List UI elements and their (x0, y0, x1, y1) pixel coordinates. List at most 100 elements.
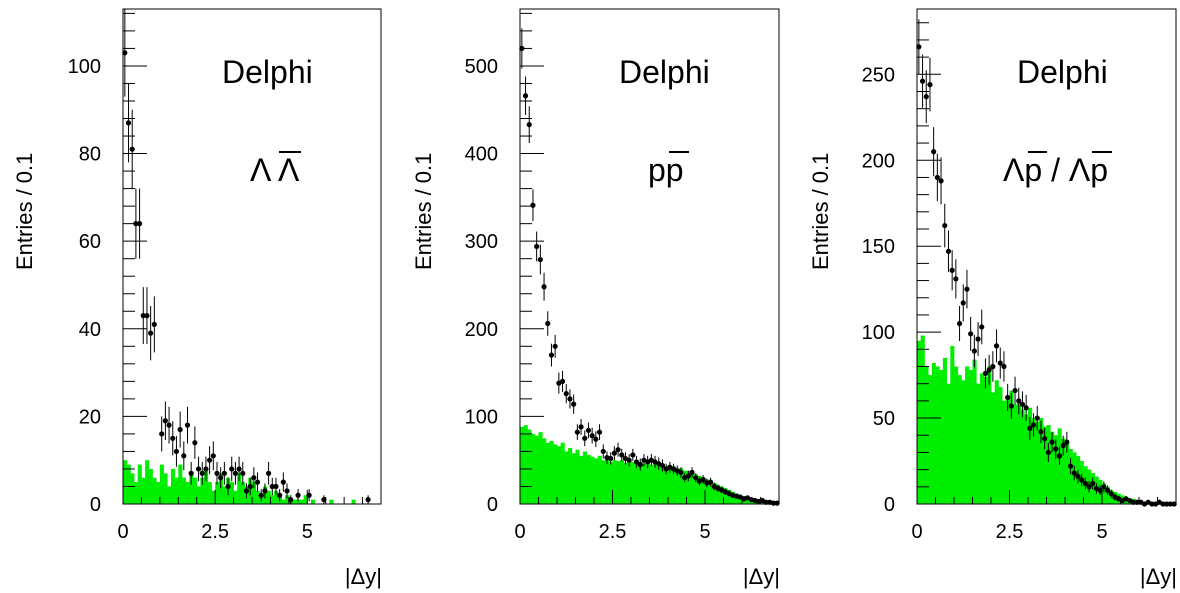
mc-hist-bar (738, 495, 743, 504)
data-point (956, 320, 963, 327)
data-point (1001, 363, 1007, 370)
data-point (1008, 403, 1014, 409)
mc-hist-bar (152, 477, 157, 504)
data-point (949, 267, 955, 273)
data-point (964, 286, 970, 292)
mc-hist-bar (942, 357, 947, 504)
data-point (971, 348, 977, 354)
y-tick-label: 500 (465, 56, 498, 78)
mc-hist-bar (534, 435, 539, 504)
mc-hist-bar (1024, 414, 1029, 505)
y-tick-label: 150 (862, 236, 895, 258)
mc-hist-bar (130, 473, 135, 504)
data-point (188, 470, 194, 476)
mc-hist-bar (222, 486, 227, 504)
data-point (1030, 422, 1037, 428)
mc-hist-bar (660, 464, 665, 504)
data-point (125, 120, 132, 126)
data-point (574, 429, 580, 435)
data-point (144, 313, 150, 319)
mc-hist-bar (1068, 449, 1073, 504)
data-point (173, 448, 180, 455)
mc-hist-bar (178, 464, 183, 504)
mc-hist-bar (979, 373, 984, 505)
mc-hist-bar (233, 490, 238, 504)
data-point (229, 466, 235, 472)
data-point (207, 457, 213, 463)
data-point (975, 336, 981, 342)
mc-hist-bar (167, 486, 172, 504)
mc-hist-bar (1031, 418, 1036, 504)
data-point (273, 483, 279, 490)
data-point (151, 321, 157, 327)
data-point (1067, 463, 1074, 469)
data-point (210, 453, 216, 459)
data-point (181, 453, 187, 459)
mc-hist-bar (649, 464, 654, 504)
data-point (689, 469, 695, 476)
data-point (1079, 477, 1085, 483)
x-tick-label: 5 (1096, 521, 1107, 543)
x-tick-label: 2.5 (996, 521, 1024, 543)
mc-hist-bar (682, 470, 687, 504)
data-point (203, 466, 209, 472)
data-point (582, 435, 588, 441)
panel-lambda-lambdabar-label-first: Λ (250, 152, 272, 188)
y-tick-label: 0 (90, 494, 101, 516)
data-point (221, 470, 227, 476)
mc-hist-bar (590, 456, 595, 504)
data-point (997, 360, 1003, 366)
data-point (637, 461, 643, 468)
mc-hist-bar (697, 475, 702, 504)
panel-lambda-lambdabar-label-second: Λ (278, 152, 300, 188)
y-tick-label: 0 (884, 494, 895, 516)
mc-hist-bar (156, 482, 161, 504)
mc-hist-bar (1005, 397, 1010, 504)
mc-hist-bar (972, 359, 977, 505)
mc-hist-bar (664, 466, 669, 504)
panel-p-pbar-ticks: 0 100 200 300 400 500 0 2.5 5 (465, 12, 780, 543)
data-point (693, 475, 699, 481)
mc-hist-bar (571, 453, 576, 504)
mc-hist-bar (705, 479, 710, 504)
x-tick-label: 0 (911, 521, 922, 543)
mc-hist-bar (983, 376, 988, 504)
data-point (306, 492, 312, 498)
mc-hist-bar (701, 477, 706, 504)
data-point (321, 497, 327, 503)
mc-hist-bar (686, 470, 691, 504)
mc-hist-bar (200, 477, 205, 504)
mc-hist-bar (1102, 483, 1107, 505)
mc-hist-bar (207, 482, 212, 504)
data-point (534, 243, 540, 250)
mc-hist-bar (163, 473, 168, 504)
mc-hist-bar (605, 458, 610, 504)
data-point (530, 202, 536, 208)
mc-hist-bar (1042, 426, 1047, 504)
data-point (133, 221, 139, 227)
data-point (953, 276, 959, 282)
mc-hist-bar (1002, 400, 1007, 505)
mc-hist-bar (954, 366, 959, 504)
data-point (1016, 398, 1022, 404)
mc-hist-bar (645, 462, 650, 504)
mc-hist-bar (523, 425, 528, 504)
mc-hist-bar (690, 472, 695, 504)
y-tick-label: 100 (862, 322, 895, 344)
mc-hist-bar (693, 474, 698, 504)
data-point (596, 429, 603, 435)
data-point (993, 343, 1000, 349)
data-point (545, 320, 551, 327)
mc-hist-bar (1016, 400, 1021, 505)
mc-hist-bar (560, 442, 565, 504)
mc-hist-bar (961, 380, 966, 504)
mc-hist-bar (1035, 421, 1040, 504)
data-point (548, 352, 555, 358)
mc-hist-bar (542, 438, 547, 504)
y-tick-label: 100 (465, 406, 498, 428)
data-point (942, 222, 948, 229)
mc-hist-bar (931, 363, 936, 504)
mc-hist-bar (668, 467, 673, 504)
data-point (284, 488, 290, 494)
mc-hist-bar (145, 460, 150, 504)
